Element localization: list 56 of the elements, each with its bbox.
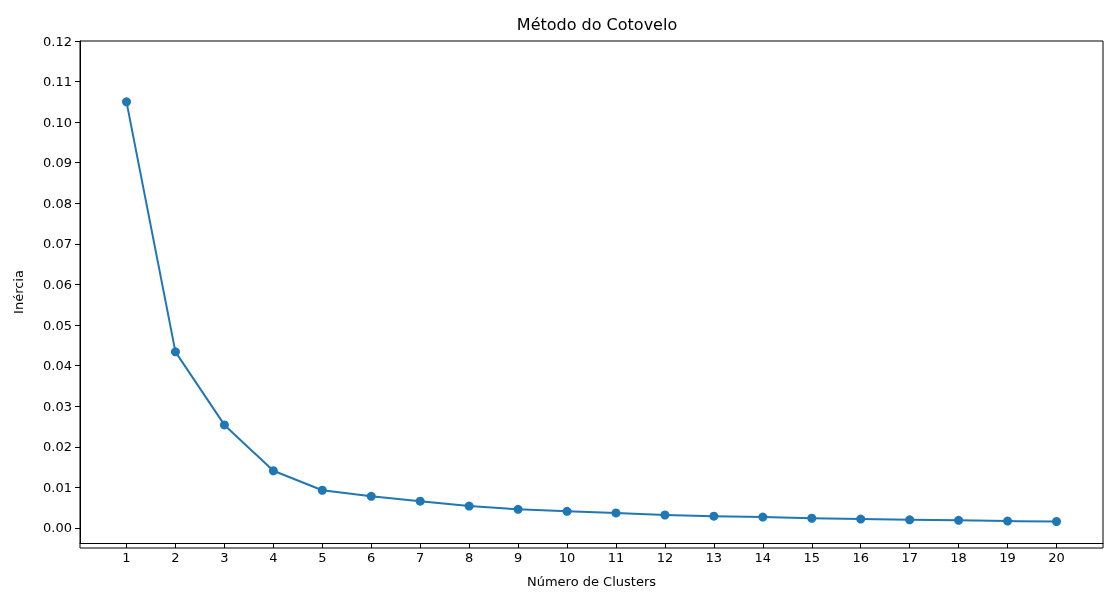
x-tick-label: 20 — [1048, 550, 1065, 565]
y-tick-label: 0.03 — [43, 398, 72, 414]
y-tick-label: 0.06 — [43, 276, 72, 292]
x-tick-label: 17 — [901, 550, 918, 565]
y-tick-label: 0.08 — [43, 195, 72, 211]
y-tick-label: 0.04 — [43, 358, 72, 374]
x-tick-label: 15 — [803, 550, 821, 565]
y-tick-label: 0.05 — [43, 317, 72, 333]
x-tick-label: 16 — [852, 550, 869, 565]
chart-title: Método do Cotovelo — [516, 14, 678, 34]
x-tick-label: 10 — [558, 550, 576, 565]
point — [611, 508, 621, 518]
x-tick-label: 9 — [513, 550, 523, 565]
point — [219, 420, 229, 430]
x-tick-label: 4 — [269, 550, 278, 565]
x-tick-label: 12 — [656, 550, 674, 565]
point — [709, 511, 719, 521]
y-tick-label: 0.11 — [43, 74, 72, 90]
point — [758, 512, 768, 522]
y-tick-label: 0.07 — [43, 236, 72, 252]
x-tick-label: 1 — [122, 550, 131, 565]
y-axis-title: Inércia — [11, 270, 26, 314]
x-axis-title: Número de Clusters — [526, 574, 657, 589]
x-tick-label: 3 — [220, 550, 229, 565]
point — [317, 485, 327, 495]
y-tick-label: 0.12 — [43, 33, 72, 49]
point — [856, 514, 866, 524]
point — [660, 510, 670, 520]
point — [1052, 516, 1061, 526]
point — [954, 515, 964, 525]
point — [268, 466, 278, 476]
point — [366, 491, 376, 501]
x-tick-label: 7 — [416, 550, 425, 565]
y-tick-label: 0.02 — [43, 439, 72, 455]
x-tick-label: 5 — [318, 550, 327, 565]
point — [464, 501, 474, 511]
x-tick-label: 13 — [705, 550, 723, 565]
y-tick-label: 0.00 — [43, 520, 72, 536]
point — [415, 496, 425, 506]
point — [562, 506, 572, 516]
point — [170, 347, 180, 357]
x-tick-label: 8 — [464, 550, 474, 565]
x-tick-label: 14 — [754, 550, 772, 565]
y-tick-label: 0.10 — [43, 114, 72, 130]
point — [122, 97, 131, 107]
point — [807, 513, 817, 523]
x-tick-label: 6 — [367, 550, 376, 565]
x-tick-label: 19 — [999, 550, 1016, 565]
point — [1003, 516, 1013, 526]
x-tick-label: 2 — [171, 550, 180, 565]
x-tick-label: 18 — [950, 550, 967, 565]
x-tick-label: 11 — [607, 550, 625, 565]
point — [905, 515, 915, 525]
point — [513, 504, 523, 514]
y-tick-label: 0.09 — [43, 155, 72, 171]
y-tick-label: 0.01 — [43, 479, 72, 495]
